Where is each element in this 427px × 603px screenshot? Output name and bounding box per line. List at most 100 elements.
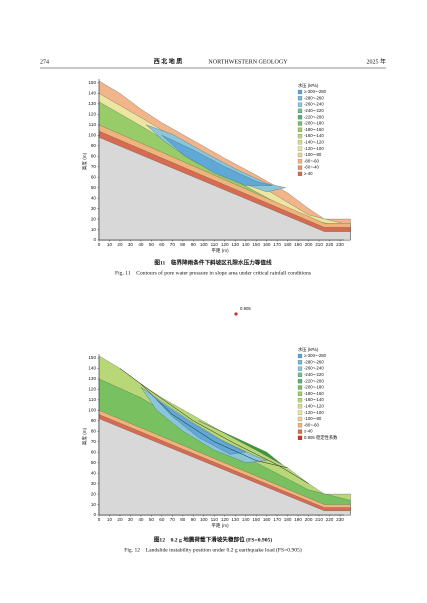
- x-axis-label: 平距 (m): [211, 523, 229, 529]
- x-tick-label: 140: [242, 242, 250, 247]
- x-axis-label: 平距 (m): [211, 248, 229, 254]
- legend-label: -80~-60: [304, 158, 320, 163]
- figure-12-terrain: [99, 356, 351, 515]
- y-tick-label: 60: [91, 174, 97, 179]
- x-tick-label: 50: [149, 517, 155, 522]
- x-tick-label: 60: [159, 517, 165, 522]
- legend-label: -160~-140: [304, 397, 324, 402]
- legend-swatch: [297, 372, 303, 377]
- x-tick-label: 150: [252, 517, 260, 522]
- legend-swatch: [297, 121, 303, 126]
- y-tick-label: 50: [91, 185, 97, 190]
- y-axis-label: 高度 (m): [81, 427, 88, 445]
- x-tick-label: 80: [180, 242, 186, 247]
- legend-title: 水压 (kPa): [298, 346, 319, 353]
- y-tick-label: 100: [88, 133, 96, 138]
- y-axis-label: 高度 (m): [81, 152, 88, 170]
- legend-swatch: [297, 379, 303, 384]
- legend-label: -160~-140: [304, 133, 324, 138]
- legend-swatch: [297, 134, 303, 139]
- legend-title: 水压 (kPa): [298, 82, 319, 89]
- x-tick-label: 230: [336, 517, 344, 522]
- legend-swatch: [297, 410, 303, 415]
- y-tick-label: 30: [91, 481, 97, 486]
- legend-label: ≥-40: [304, 171, 313, 176]
- x-tick-label: 170: [273, 242, 281, 247]
- y-tick-label: 150: [88, 355, 96, 360]
- legend-label: -100~-80: [304, 152, 322, 157]
- x-tick-label: 20: [117, 517, 123, 522]
- legend-swatch: [297, 159, 303, 164]
- legend-label: ≥-300~-280: [304, 89, 327, 94]
- x-tick-label: 120: [221, 242, 229, 247]
- legend-swatch: [297, 96, 303, 101]
- y-tick-label: 140: [88, 366, 96, 371]
- legend-label: -120~-100: [304, 146, 324, 151]
- x-tick-label: 100: [200, 517, 208, 522]
- x-tick-label: 20: [117, 242, 123, 247]
- legend-label: -260~-240: [304, 102, 324, 107]
- x-tick-label: 140: [242, 517, 250, 522]
- legend-label: -280~-260: [304, 359, 324, 364]
- y-tick-label: 150: [88, 80, 96, 85]
- x-tick-label: 110: [211, 517, 219, 522]
- x-tick-label: 220: [326, 242, 334, 247]
- legend-swatch: [297, 108, 303, 114]
- legend-label: -140~-120: [304, 404, 324, 409]
- x-tick-label: 180: [284, 242, 292, 247]
- x-tick-label: 80: [180, 517, 186, 522]
- x-tick-label: 130: [231, 517, 239, 522]
- x-tick-label: 100: [200, 242, 208, 247]
- legend-label: -180~-160: [304, 127, 324, 132]
- year: 2025 年: [366, 57, 386, 65]
- x-tick-label: 160: [263, 517, 271, 522]
- y-tick-label: 120: [88, 387, 96, 392]
- x-tick-label: 70: [170, 242, 176, 247]
- legend-swatch: [297, 171, 303, 176]
- x-tick-label: 40: [138, 242, 144, 247]
- y-tick-label: 120: [88, 112, 96, 117]
- legend-swatch: [297, 404, 303, 409]
- x-tick-label: 160: [263, 242, 271, 247]
- legend-label: -200~-180: [304, 121, 324, 126]
- y-tick-label: 60: [91, 449, 97, 454]
- legend-label: 0.905 稳定性系数: [304, 434, 338, 441]
- legend-label: -120~-100: [304, 410, 324, 415]
- legend-label: -240~-220: [304, 108, 324, 113]
- x-tick-label: 190: [294, 242, 302, 247]
- x-tick-label: 110: [211, 242, 219, 247]
- y-tick-label: 90: [91, 143, 97, 148]
- caption-cn: 图11 临界降雨条件下斜坡区孔隙水压力等值线: [154, 258, 272, 266]
- x-tick-label: 200: [305, 517, 313, 522]
- x-tick-label: 30: [128, 517, 134, 522]
- legend-swatch: [297, 360, 303, 365]
- float-label: 0.905: [240, 306, 251, 311]
- y-tick-label: 30: [91, 206, 97, 211]
- x-tick-label: 170: [273, 517, 281, 522]
- y-tick-label: 70: [91, 439, 97, 444]
- legend-swatch: [297, 127, 303, 132]
- legend-label: -80~-60: [304, 422, 320, 427]
- y-tick-label: 70: [91, 164, 97, 169]
- x-tick-label: 70: [170, 517, 176, 522]
- legend-label: ≥-300~-280: [304, 353, 327, 358]
- caption-en: Fig. 12 Landslide instability position u…: [124, 546, 302, 553]
- x-tick-label: 10: [107, 517, 113, 522]
- x-tick-label: 0: [98, 517, 101, 522]
- y-tick-label: 10: [91, 502, 97, 507]
- y-tick-label: 40: [91, 195, 97, 200]
- legend-swatch: [297, 102, 303, 107]
- y-tick-label: 0: [93, 512, 96, 517]
- x-tick-label: 210: [315, 242, 323, 247]
- y-tick-label: 10: [91, 227, 97, 232]
- x-tick-label: 230: [336, 242, 344, 247]
- legend-swatch: [297, 429, 303, 434]
- x-tick-label: 10: [107, 242, 113, 247]
- legend-label: -280~-260: [304, 95, 324, 100]
- y-tick-label: 20: [91, 491, 97, 496]
- legend-label: -200~-180: [304, 385, 324, 390]
- legend-swatch: [297, 146, 303, 151]
- caption-en: Fig. 11 Contours of pore water pressure …: [115, 269, 311, 276]
- legend-label: -240~-220: [304, 372, 324, 377]
